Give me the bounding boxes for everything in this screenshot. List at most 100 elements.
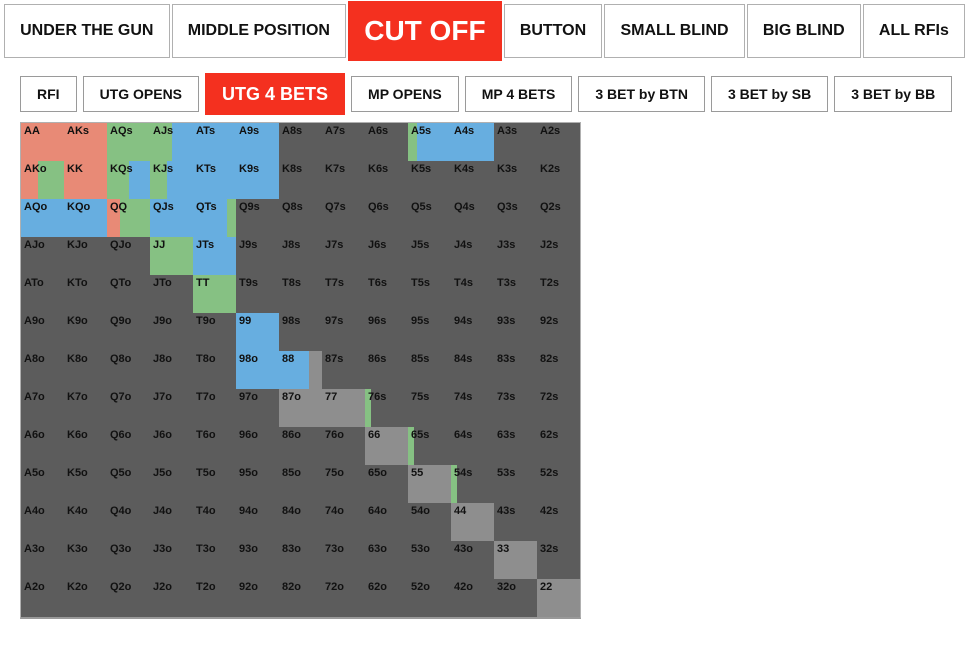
hand-cell[interactable]: T4s bbox=[451, 275, 494, 313]
hand-cell[interactable]: KJs bbox=[150, 161, 193, 199]
hand-cell[interactable]: 93s bbox=[494, 313, 537, 351]
hand-cell[interactable]: JTo bbox=[150, 275, 193, 313]
hand-cell[interactable]: A4o bbox=[21, 503, 64, 541]
hand-cell[interactable]: K7s bbox=[322, 161, 365, 199]
hand-cell[interactable]: A3o bbox=[21, 541, 64, 579]
hand-cell[interactable]: ATs bbox=[193, 123, 236, 161]
hand-cell[interactable]: 87o bbox=[279, 389, 322, 427]
hand-cell[interactable]: ATo bbox=[21, 275, 64, 313]
hand-cell[interactable]: 84s bbox=[451, 351, 494, 389]
hand-cell[interactable]: 82o bbox=[279, 579, 322, 617]
hand-cell[interactable]: Q9o bbox=[107, 313, 150, 351]
hand-cell[interactable]: Q6s bbox=[365, 199, 408, 237]
hand-cell[interactable]: 95o bbox=[236, 465, 279, 503]
hand-cell[interactable]: 83s bbox=[494, 351, 537, 389]
hand-cell[interactable]: 43s bbox=[494, 503, 537, 541]
hand-cell[interactable]: 65o bbox=[365, 465, 408, 503]
hand-cell[interactable]: 97s bbox=[322, 313, 365, 351]
hand-cell[interactable]: A3s bbox=[494, 123, 537, 161]
hand-cell[interactable]: Q8s bbox=[279, 199, 322, 237]
hand-cell[interactable]: Q9s bbox=[236, 199, 279, 237]
hand-cell[interactable]: 62o bbox=[365, 579, 408, 617]
action-tab[interactable]: UTG 4 BETS bbox=[205, 73, 345, 115]
hand-cell[interactable]: 55 bbox=[408, 465, 451, 503]
hand-cell[interactable]: 86s bbox=[365, 351, 408, 389]
hand-cell[interactable]: QQ bbox=[107, 199, 150, 237]
hand-cell[interactable]: J8o bbox=[150, 351, 193, 389]
hand-cell[interactable]: 96s bbox=[365, 313, 408, 351]
hand-cell[interactable]: AQs bbox=[107, 123, 150, 161]
hand-cell[interactable]: 94o bbox=[236, 503, 279, 541]
hand-cell[interactable]: AQo bbox=[21, 199, 64, 237]
hand-cell[interactable]: J3s bbox=[494, 237, 537, 275]
hand-cell[interactable]: A7o bbox=[21, 389, 64, 427]
hand-cell[interactable]: 42o bbox=[451, 579, 494, 617]
hand-cell[interactable]: K4o bbox=[64, 503, 107, 541]
hand-cell[interactable]: 53s bbox=[494, 465, 537, 503]
hand-cell[interactable]: 66 bbox=[365, 427, 408, 465]
position-tab[interactable]: CUT OFF bbox=[348, 1, 502, 61]
action-tab[interactable]: 3 BET by BTN bbox=[578, 76, 705, 112]
hand-cell[interactable]: T4o bbox=[193, 503, 236, 541]
hand-cell[interactable]: J2s bbox=[537, 237, 580, 275]
hand-cell[interactable]: J7o bbox=[150, 389, 193, 427]
hand-cell[interactable]: K5o bbox=[64, 465, 107, 503]
hand-cell[interactable]: 75s bbox=[408, 389, 451, 427]
hand-cell[interactable]: 74o bbox=[322, 503, 365, 541]
hand-cell[interactable]: A9o bbox=[21, 313, 64, 351]
hand-cell[interactable]: QTs bbox=[193, 199, 236, 237]
hand-cell[interactable]: 22 bbox=[537, 579, 580, 617]
hand-cell[interactable]: T9o bbox=[193, 313, 236, 351]
hand-cell[interactable]: 85s bbox=[408, 351, 451, 389]
hand-cell[interactable]: 86o bbox=[279, 427, 322, 465]
hand-cell[interactable]: K7o bbox=[64, 389, 107, 427]
hand-cell[interactable]: JTs bbox=[193, 237, 236, 275]
hand-cell[interactable]: AKo bbox=[21, 161, 64, 199]
hand-cell[interactable]: T5s bbox=[408, 275, 451, 313]
hand-cell[interactable]: T3s bbox=[494, 275, 537, 313]
hand-cell[interactable]: K9o bbox=[64, 313, 107, 351]
hand-cell[interactable]: 63s bbox=[494, 427, 537, 465]
hand-cell[interactable]: KJo bbox=[64, 237, 107, 275]
hand-cell[interactable]: TT bbox=[193, 275, 236, 313]
hand-cell[interactable]: J2o bbox=[150, 579, 193, 617]
hand-cell[interactable]: K8s bbox=[279, 161, 322, 199]
hand-cell[interactable]: A2s bbox=[537, 123, 580, 161]
hand-cell[interactable]: J3o bbox=[150, 541, 193, 579]
hand-cell[interactable]: AJs bbox=[150, 123, 193, 161]
hand-cell[interactable]: A5s bbox=[408, 123, 451, 161]
hand-cell[interactable]: KTs bbox=[193, 161, 236, 199]
hand-cell[interactable]: J4s bbox=[451, 237, 494, 275]
hand-cell[interactable]: J9s bbox=[236, 237, 279, 275]
hand-cell[interactable]: K4s bbox=[451, 161, 494, 199]
hand-cell[interactable]: T2o bbox=[193, 579, 236, 617]
hand-cell[interactable]: 53o bbox=[408, 541, 451, 579]
hand-cell[interactable]: QTo bbox=[107, 275, 150, 313]
hand-cell[interactable]: 74s bbox=[451, 389, 494, 427]
position-tab[interactable]: SMALL BLIND bbox=[604, 4, 744, 58]
hand-cell[interactable]: T2s bbox=[537, 275, 580, 313]
hand-cell[interactable]: 95s bbox=[408, 313, 451, 351]
hand-cell[interactable]: 54o bbox=[408, 503, 451, 541]
hand-cell[interactable]: QJo bbox=[107, 237, 150, 275]
hand-cell[interactable]: J8s bbox=[279, 237, 322, 275]
hand-cell[interactable]: J5o bbox=[150, 465, 193, 503]
hand-cell[interactable]: J9o bbox=[150, 313, 193, 351]
hand-cell[interactable]: Q4o bbox=[107, 503, 150, 541]
hand-cell[interactable]: 65s bbox=[408, 427, 451, 465]
hand-cell[interactable]: QJs bbox=[150, 199, 193, 237]
hand-cell[interactable]: 43o bbox=[451, 541, 494, 579]
hand-cell[interactable]: T8o bbox=[193, 351, 236, 389]
hand-cell[interactable]: 72o bbox=[322, 579, 365, 617]
hand-cell[interactable]: A4s bbox=[451, 123, 494, 161]
hand-cell[interactable]: K5s bbox=[408, 161, 451, 199]
hand-cell[interactable]: AKs bbox=[64, 123, 107, 161]
action-tab[interactable]: MP 4 BETS bbox=[465, 76, 573, 112]
hand-cell[interactable]: 76o bbox=[322, 427, 365, 465]
hand-cell[interactable]: Q4s bbox=[451, 199, 494, 237]
hand-cell[interactable]: J6s bbox=[365, 237, 408, 275]
hand-cell[interactable]: KK bbox=[64, 161, 107, 199]
action-tab[interactable]: UTG OPENS bbox=[83, 76, 199, 112]
hand-cell[interactable]: 52o bbox=[408, 579, 451, 617]
hand-cell[interactable]: 98o bbox=[236, 351, 279, 389]
